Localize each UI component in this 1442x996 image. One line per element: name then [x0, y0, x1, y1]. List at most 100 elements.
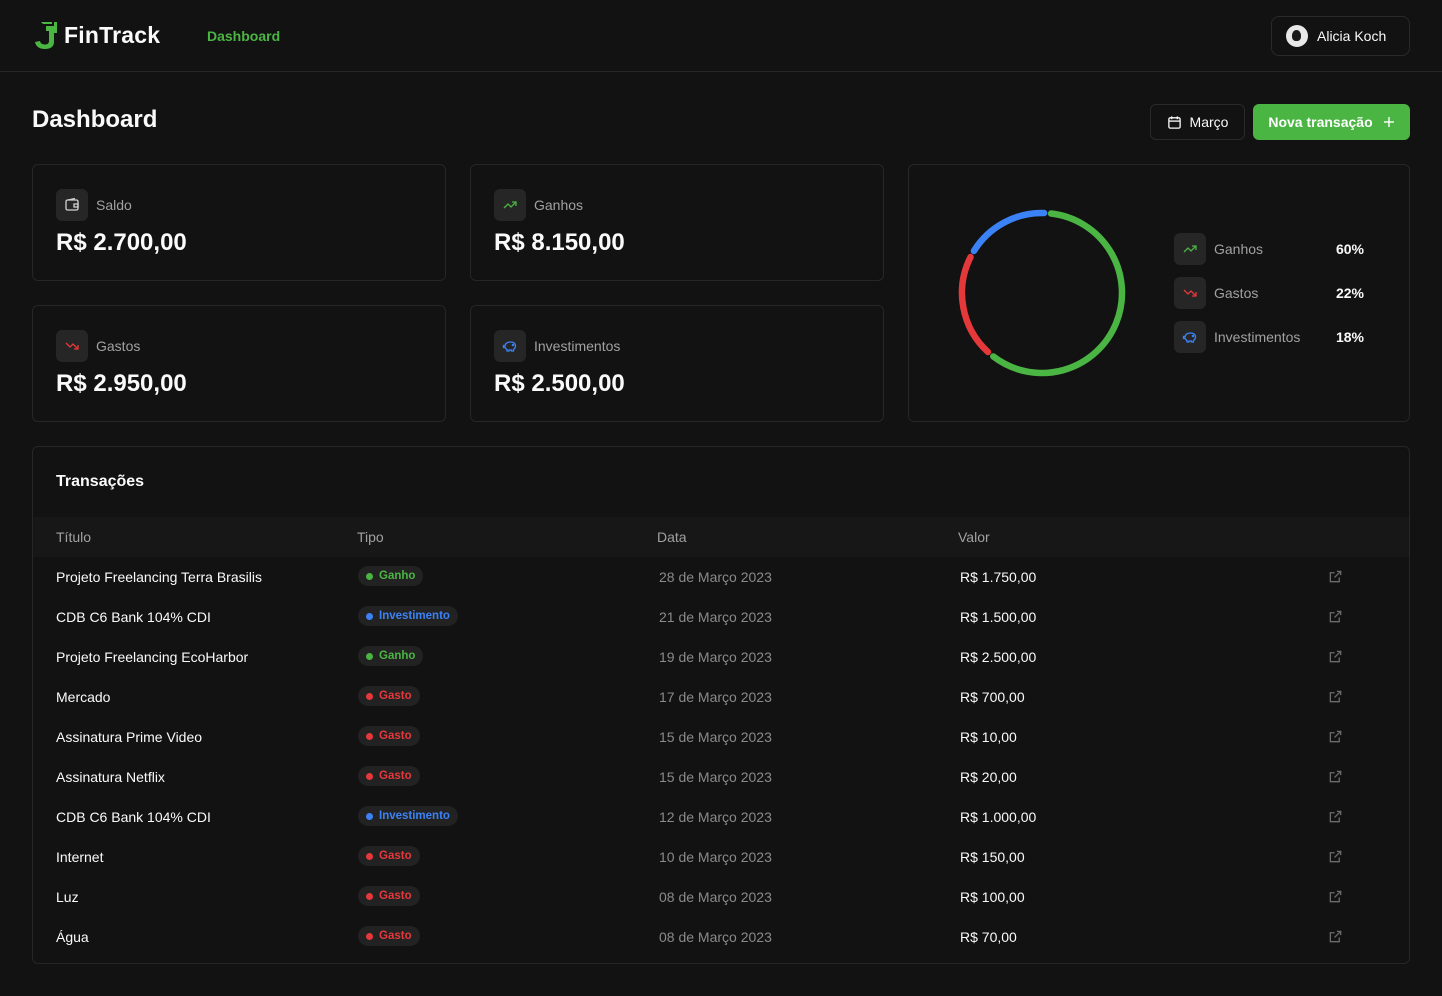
type-badge: Gasto — [358, 926, 420, 946]
stat-card-investimentos: Investimentos R$ 2.500,00 — [470, 305, 884, 422]
table-row[interactable]: Assinatura Netflix Gasto 15 de Março 2023 R… — [33, 757, 1409, 797]
table-row[interactable]: CDB C6 Bank 104% CDI Investimento 21 de Ma… — [33, 597, 1409, 637]
row-date: 19 de Março 2023 — [659, 649, 772, 665]
type-label: Ganho — [379, 650, 416, 662]
type-badge: Gasto — [358, 766, 420, 786]
row-date: 15 de Março 2023 — [659, 769, 772, 785]
type-dot — [366, 732, 373, 740]
external-link-icon[interactable] — [1328, 889, 1343, 904]
page-title: Dashboard — [32, 106, 158, 133]
row-value: R$ 10,00 — [960, 729, 1017, 745]
row-title: Projeto Freelancing EcoHarbor — [56, 649, 249, 665]
external-link-icon[interactable] — [1328, 689, 1343, 704]
stat-label: Investimentos — [534, 338, 621, 354]
column-header-type[interactable]: Tipo — [357, 529, 384, 545]
legend-percent: 60% — [1335, 241, 1364, 257]
column-header-title[interactable]: Título — [56, 529, 92, 545]
table-row[interactable]: Água Gasto 08 de Março 2023 R$ 70,00 — [33, 917, 1409, 957]
legend-percent: 18% — [1335, 329, 1364, 345]
type-dot — [366, 852, 373, 860]
donut-slice-gastos — [958, 253, 992, 356]
new-transaction-label: Nova transação — [1268, 114, 1373, 130]
row-date: 08 de Março 2023 — [659, 929, 772, 945]
external-link-icon[interactable] — [1328, 769, 1343, 784]
external-link-icon[interactable] — [1328, 729, 1343, 744]
stat-label: Ganhos — [534, 197, 584, 213]
table-row[interactable]: Projeto Freelancing Terra Brasilis Ganho 2… — [33, 557, 1409, 597]
table-row[interactable]: Mercado Gasto 17 de Março 2023 R$ 700,00 — [33, 677, 1409, 717]
table-row[interactable]: Assinatura Prime Video Gasto 15 de Março 2… — [33, 717, 1409, 757]
type-dot — [366, 772, 373, 780]
donut-chart — [958, 209, 1126, 377]
row-date: 17 de Março 2023 — [659, 689, 772, 705]
row-value: R$ 2.500,00 — [960, 649, 1037, 665]
row-value: R$ 1.500,00 — [960, 609, 1037, 625]
type-label: Investimento — [379, 610, 450, 622]
row-title: Assinatura Netflix — [56, 769, 165, 785]
external-link-icon[interactable] — [1328, 849, 1343, 864]
brand-logo[interactable]: FinTrack — [32, 20, 160, 50]
row-value: R$ 100,00 — [960, 889, 1025, 905]
type-badge: Gasto — [358, 686, 420, 706]
month-label: Março — [1189, 114, 1229, 130]
row-value: R$ 70,00 — [960, 929, 1017, 945]
table-row[interactable]: CDB C6 Bank 104% CDI Investimento 12 de Ma… — [33, 797, 1409, 837]
row-value: R$ 150,00 — [960, 849, 1025, 865]
column-header-value[interactable]: Valor — [958, 529, 990, 545]
column-header-date[interactable]: Data — [657, 529, 687, 545]
row-value: R$ 20,00 — [960, 769, 1017, 785]
legend-item-ganhos: Ganhos 60% — [1174, 233, 1364, 265]
stat-value: R$ 8.150,00 — [494, 229, 625, 256]
legend-label: Investimentos — [1214, 329, 1301, 345]
type-badge: Ganho — [358, 566, 424, 586]
stat-label: Gastos — [96, 338, 141, 354]
user-menu-button[interactable]: Alicia Koch — [1271, 16, 1410, 56]
external-link-icon[interactable] — [1328, 809, 1343, 824]
row-date: 28 de Março 2023 — [659, 569, 772, 585]
external-link-icon[interactable] — [1328, 609, 1343, 624]
table-header: Título Tipo Data Valor — [33, 517, 1409, 557]
stat-label: Saldo — [96, 197, 132, 213]
row-title: Luz — [56, 889, 79, 905]
row-date: 12 de Março 2023 — [659, 809, 772, 825]
table-row[interactable]: Luz Gasto 08 de Março 2023 R$ 100,00 — [33, 877, 1409, 917]
donut-slice-investimentos — [970, 209, 1048, 255]
row-value: R$ 700,00 — [960, 689, 1025, 705]
new-transaction-button[interactable]: Nova transação — [1253, 104, 1410, 140]
type-badge: Ganho — [358, 646, 424, 666]
trending-up-icon — [494, 189, 526, 221]
calendar-icon — [1167, 115, 1181, 129]
table-row[interactable]: Projeto Freelancing EcoHarbor Ganho 19 de … — [33, 637, 1409, 677]
type-label: Gasto — [379, 850, 412, 862]
piggy-bank-icon — [494, 330, 526, 362]
stat-value: R$ 2.700,00 — [56, 229, 187, 256]
row-date: 08 de Março 2023 — [659, 889, 772, 905]
external-link-icon[interactable] — [1328, 569, 1343, 584]
trending-up-icon — [1174, 233, 1206, 265]
row-value: R$ 1.750,00 — [960, 569, 1037, 585]
table-row[interactable]: Internet Gasto 10 de Março 2023 R$ 150,00 — [33, 837, 1409, 877]
row-title: Projeto Freelancing Terra Brasilis — [56, 569, 262, 585]
row-title: Assinatura Prime Video — [56, 729, 203, 745]
type-badge: Investimento — [358, 806, 458, 826]
row-value: R$ 1.000,00 — [960, 809, 1037, 825]
external-link-icon[interactable] — [1328, 929, 1343, 944]
legend-item-gastos: Gastos 22% — [1174, 277, 1364, 309]
row-date: 10 de Março 2023 — [659, 849, 772, 865]
row-title: CDB C6 Bank 104% CDI — [56, 809, 211, 825]
piggy-bank-icon — [1174, 321, 1206, 353]
external-link-icon[interactable] — [1328, 649, 1343, 664]
type-badge: Gasto — [358, 846, 420, 866]
nav-dashboard[interactable]: Dashboard — [207, 28, 281, 44]
trending-down-icon — [56, 330, 88, 362]
row-date: 21 de Março 2023 — [659, 609, 772, 625]
distribution-chart-card: Ganhos 60% Gastos 22% Investimentos 18% — [908, 164, 1410, 422]
month-select-button[interactable]: Março — [1150, 104, 1245, 140]
plus-icon — [1383, 117, 1394, 127]
type-dot — [366, 932, 373, 940]
type-dot — [366, 612, 373, 620]
wallet-icon — [56, 189, 88, 221]
transactions-title: Transações — [56, 473, 145, 490]
type-dot — [366, 812, 373, 820]
top-header: FinTrack Dashboard Alicia Koch — [0, 0, 1442, 72]
